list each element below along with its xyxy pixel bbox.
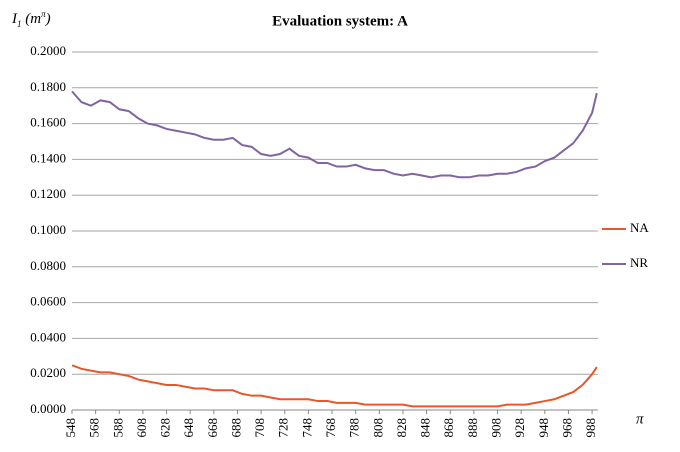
x-tick-label: 628 <box>158 418 173 438</box>
x-tick-label: 868 <box>441 418 456 438</box>
x-tick-label: 708 <box>252 418 267 438</box>
y-tick-label: 0.0600 <box>30 294 66 309</box>
series-line <box>71 364 598 408</box>
y-tick-label: 0.0400 <box>30 329 66 344</box>
x-tick-label: 808 <box>370 418 385 438</box>
x-tick-label: 988 <box>583 418 598 438</box>
y-tick-label: 0.0200 <box>30 365 66 380</box>
y-label-part: π <box>41 9 46 19</box>
series-line <box>71 90 598 179</box>
x-tick-label: 968 <box>559 418 574 438</box>
x-tick-label: 588 <box>110 418 125 438</box>
y-tick-label: 0.2000 <box>30 43 66 58</box>
x-tick-label: 948 <box>536 418 551 438</box>
y-tick-label: 0.0800 <box>30 258 66 273</box>
legend-label: NR <box>630 255 648 270</box>
x-tick-label: 548 <box>63 418 78 438</box>
x-tick-label: 608 <box>134 418 149 438</box>
y-tick-label: 0.1000 <box>30 222 66 237</box>
x-tick-label: 888 <box>465 418 480 438</box>
x-tick-label: 928 <box>512 418 527 438</box>
y-tick-label: 0.0000 <box>30 401 66 416</box>
x-tick-label: 748 <box>299 418 314 438</box>
x-tick-label: 768 <box>323 418 338 438</box>
y-tick-label: 0.1400 <box>30 150 66 165</box>
x-tick-label: 848 <box>418 418 433 438</box>
legend-label: NA <box>630 220 649 235</box>
x-tick-label: 908 <box>489 418 504 438</box>
x-tick-label: 688 <box>228 418 243 438</box>
y-label-part: ) <box>45 11 51 27</box>
x-axis-label: π <box>636 411 644 427</box>
y-tick-label: 0.1600 <box>30 115 66 130</box>
x-tick-label: 828 <box>394 418 409 438</box>
x-tick-label: 568 <box>87 418 102 438</box>
x-tick-label: 668 <box>205 418 220 438</box>
chart-title: Evaluation system: A <box>272 13 408 29</box>
y-axis-label: I1 (mπ) <box>11 9 51 29</box>
y-label-part: (m <box>22 11 42 27</box>
x-tick-label: 788 <box>347 418 362 438</box>
x-tick-label: 648 <box>181 418 196 438</box>
y-tick-label: 0.1800 <box>30 79 66 94</box>
y-label-part: I <box>11 11 18 27</box>
y-tick-label: 0.1200 <box>30 186 66 201</box>
y-label-part: 1 <box>17 19 22 29</box>
x-tick-label: 728 <box>276 418 291 438</box>
